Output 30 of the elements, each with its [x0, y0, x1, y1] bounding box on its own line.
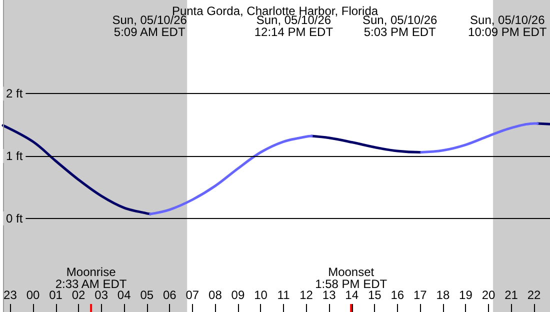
x-tick-label: 15: [368, 288, 382, 302]
x-tick-label: 20: [482, 288, 496, 302]
x-tick-label: 14: [345, 288, 359, 302]
y-tick-label: 2 ft: [6, 86, 24, 101]
annotation: Sun, 05/10/26 10:09 PM EDT: [468, 13, 548, 39]
x-tick-label: 05: [140, 288, 154, 302]
x-tick-label: 23: [4, 288, 18, 302]
x-tick-label: 11: [277, 288, 290, 302]
x-tick-label: 17: [414, 288, 428, 302]
ref-line-label: Moonrise 2:33 AM EDT: [55, 265, 128, 291]
x-tick-label: 09: [231, 288, 245, 302]
x-tick-label: 07: [186, 288, 200, 302]
x-tick-label: 12: [300, 288, 314, 302]
ref-line-label: Moonset 1:58 PM EDT: [315, 265, 388, 291]
x-tick-label: 03: [94, 288, 108, 302]
x-tick-label: 18: [436, 288, 450, 302]
x-tick-label: 08: [208, 288, 222, 302]
x-tick-label: 00: [26, 288, 40, 302]
x-tick-label: 21: [504, 288, 518, 302]
x-tick-label: 22: [527, 288, 542, 302]
y-tick-label: 0 ft: [6, 211, 24, 226]
x-tick-label: 01: [49, 288, 63, 302]
x-tick-label: 16: [390, 288, 404, 302]
x-tick-label: 04: [117, 288, 132, 302]
x-tick-label: 13: [322, 288, 336, 302]
x-tick-label: 02: [72, 288, 86, 302]
x-tick-label: 10: [254, 288, 268, 302]
x-tick-label: 06: [162, 288, 177, 302]
x-tick-label: 19: [459, 288, 473, 302]
y-tick-label: 1 ft: [6, 149, 24, 163]
